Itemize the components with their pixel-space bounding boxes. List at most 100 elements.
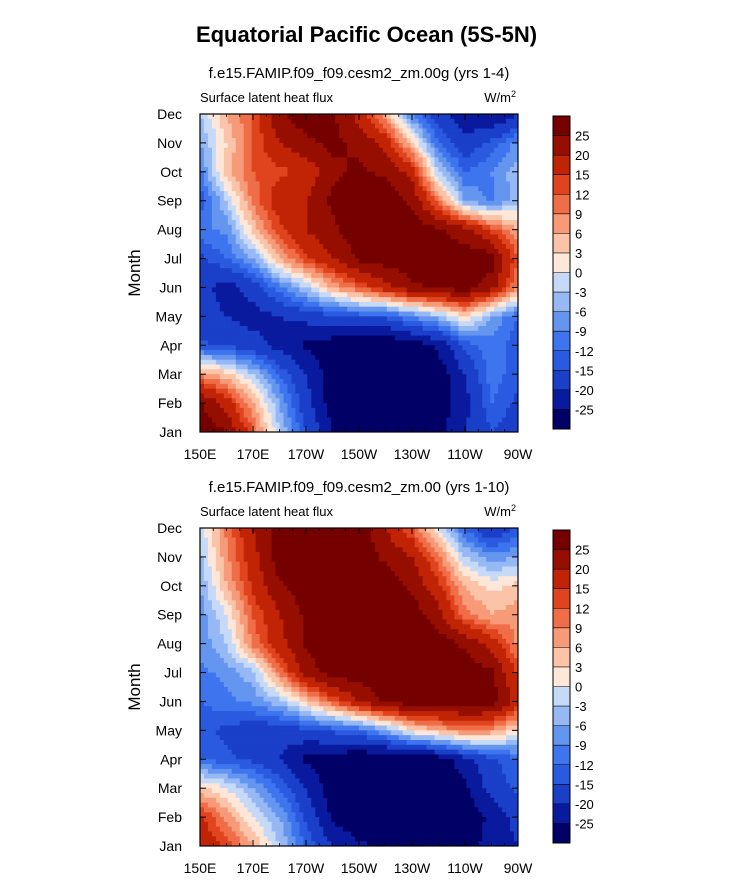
heatmap-cell	[299, 200, 304, 207]
heatmap-cell	[418, 176, 424, 183]
heatmap-cell	[490, 321, 495, 327]
heatmap-cell	[474, 205, 479, 211]
heatmap-cell	[331, 191, 336, 197]
heatmap-cell	[223, 403, 229, 409]
heatmap-cell	[299, 205, 304, 211]
heatmap-cell	[466, 142, 471, 149]
heatmap-cell	[458, 138, 463, 144]
heatmap-cell	[200, 147, 205, 154]
heatmap-cell	[291, 239, 297, 245]
heatmap-cell	[235, 374, 241, 380]
heatmap-cell	[458, 239, 463, 245]
heatmap-cell	[438, 210, 444, 216]
heatmap-cell	[426, 133, 432, 139]
heatmap-cell	[259, 383, 265, 390]
heatmap-cell	[426, 253, 432, 260]
heatmap-cell	[351, 321, 356, 327]
heatmap-cell	[398, 330, 404, 337]
heatmap-cell	[410, 205, 416, 211]
heatmap-cell	[386, 205, 392, 211]
heatmap-cell	[207, 176, 213, 183]
heatmap-cell	[267, 205, 273, 211]
heatmap-cell	[291, 407, 297, 414]
heatmap-cell	[227, 123, 233, 130]
heatmap-cell	[275, 398, 281, 404]
heatmap-cell	[474, 142, 479, 149]
heatmap-cell	[418, 379, 424, 385]
heatmap-cell	[295, 364, 300, 370]
heatmap-cell	[474, 220, 479, 226]
heatmap-cell	[331, 147, 336, 154]
heatmap-cell	[211, 268, 217, 274]
heatmap-cell	[243, 345, 249, 351]
heatmap-cell	[374, 171, 380, 178]
heatmap-cell	[287, 393, 293, 399]
heatmap-cell	[219, 167, 225, 173]
heatmap-cell	[398, 200, 404, 207]
heatmap-cell	[315, 350, 320, 356]
heatmap-cell	[231, 248, 237, 255]
heatmap-cell	[406, 398, 412, 404]
heatmap-cell	[247, 403, 253, 409]
heatmap-cell	[311, 114, 316, 120]
heatmap-cell	[410, 224, 416, 231]
heatmap-cell	[438, 220, 444, 226]
heatmap-cell	[466, 273, 471, 279]
heatmap-cell	[410, 200, 416, 207]
heatmap-cell	[287, 147, 293, 154]
heatmap-cell	[446, 152, 452, 158]
heatmap-cell	[291, 248, 297, 255]
heatmap-cell	[271, 388, 277, 395]
heatmap-cell	[299, 379, 304, 385]
heatmap-cell	[339, 191, 344, 197]
heatmap-cell	[259, 407, 265, 414]
heatmap-cell	[319, 114, 324, 120]
heatmap-cell	[386, 200, 392, 207]
heatmap-cell	[498, 301, 503, 308]
heatmap-cell	[418, 403, 424, 409]
heatmap-cell	[466, 398, 471, 404]
heatmap-cell	[255, 114, 261, 120]
heatmap-cell	[303, 354, 308, 361]
heatmap-cell	[414, 398, 420, 404]
heatmap-cell	[446, 330, 452, 337]
heatmap-cell	[347, 248, 352, 255]
heatmap-cell	[502, 118, 507, 125]
heatmap-cell	[271, 330, 277, 337]
heatmap-cell	[335, 354, 340, 361]
heatmap-cell	[374, 200, 380, 207]
heatmap-cell	[275, 306, 281, 313]
heatmap-cell	[291, 273, 297, 279]
heatmap-cell	[331, 229, 336, 236]
heatmap-cell	[343, 340, 348, 346]
heatmap-cell	[211, 297, 217, 303]
heatmap-cell	[223, 133, 229, 139]
heatmap-cell	[454, 268, 459, 274]
heatmap-cell	[406, 326, 412, 332]
heatmap-cell	[200, 354, 205, 361]
heatmap-cell	[251, 220, 257, 226]
heatmap-cell	[438, 186, 444, 192]
heatmap-cell	[502, 152, 507, 158]
heatmap-cell	[414, 244, 420, 250]
heatmap-cell	[378, 128, 384, 134]
heatmap-cell	[442, 142, 448, 149]
heatmap-cell	[291, 383, 297, 390]
heatmap-cell	[235, 229, 241, 236]
heatmap-cell	[323, 205, 328, 211]
heatmap-cell	[406, 162, 412, 168]
heatmap-cell	[355, 354, 360, 361]
heatmap-cell	[502, 301, 507, 308]
heatmap-cell	[355, 133, 360, 139]
heatmap-cell	[343, 282, 348, 289]
heatmap-cell	[366, 364, 372, 370]
heatmap-cell	[203, 258, 209, 264]
heatmap-cell	[275, 263, 281, 269]
heatmap-cell	[454, 369, 459, 375]
heatmap-cell	[355, 138, 360, 144]
heatmap-cell	[247, 167, 253, 173]
heatmap-cell	[406, 311, 412, 317]
heatmap-cell	[331, 340, 336, 346]
heatmap-cell	[319, 297, 324, 303]
heatmap-cell	[203, 114, 209, 120]
